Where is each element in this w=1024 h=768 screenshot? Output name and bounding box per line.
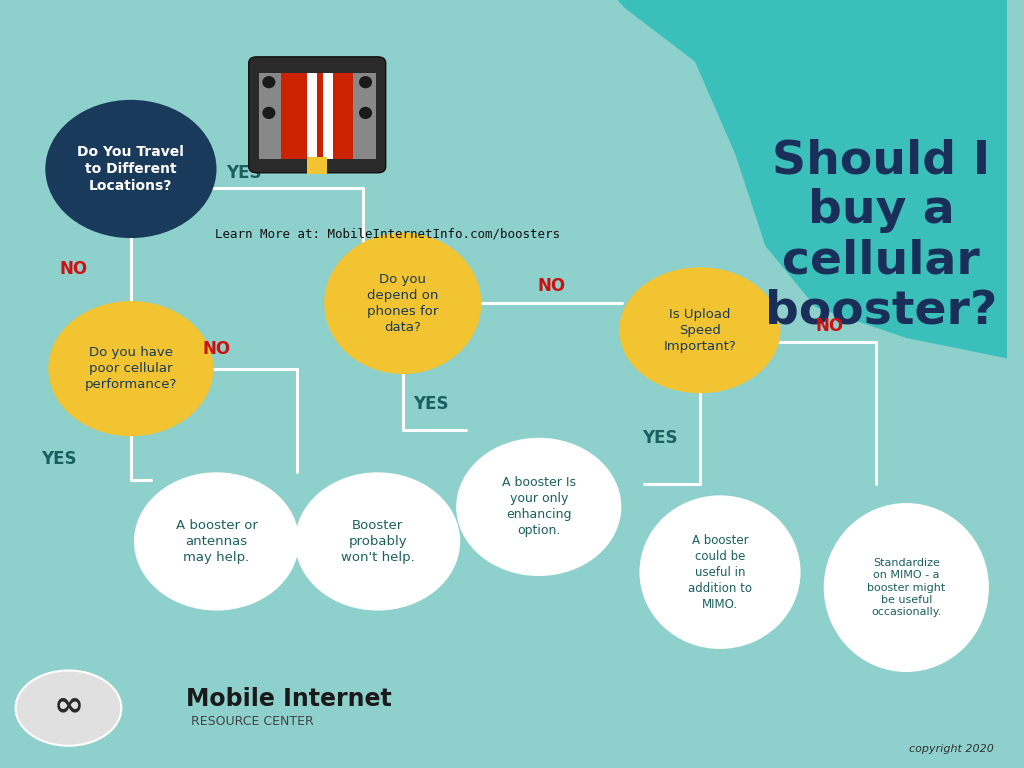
Text: NO: NO xyxy=(538,277,566,296)
Ellipse shape xyxy=(48,301,213,436)
Text: NO: NO xyxy=(816,317,844,336)
Ellipse shape xyxy=(823,503,989,672)
Text: ∞: ∞ xyxy=(53,688,84,722)
Ellipse shape xyxy=(262,76,275,88)
Text: Is Upload
Speed
Important?: Is Upload Speed Important? xyxy=(664,308,736,353)
Polygon shape xyxy=(604,0,1024,369)
Text: YES: YES xyxy=(226,164,261,182)
Text: Do you
depend on
phones for
data?: Do you depend on phones for data? xyxy=(368,273,438,334)
Ellipse shape xyxy=(134,472,299,611)
FancyBboxPatch shape xyxy=(324,73,334,159)
Text: Booster
probably
won't help.: Booster probably won't help. xyxy=(341,519,415,564)
Text: Standardize
on MIMO - a
booster might
be useful
occasionally.: Standardize on MIMO - a booster might be… xyxy=(867,558,945,617)
Text: A booster or
antennas
may help.: A booster or antennas may help. xyxy=(175,519,257,564)
Text: NO: NO xyxy=(203,340,230,359)
Ellipse shape xyxy=(262,107,275,119)
Text: YES: YES xyxy=(414,395,449,413)
Ellipse shape xyxy=(45,100,216,238)
Ellipse shape xyxy=(325,233,481,374)
Ellipse shape xyxy=(620,267,780,393)
FancyBboxPatch shape xyxy=(307,73,317,159)
Ellipse shape xyxy=(295,472,460,611)
Text: Should I
buy a
cellular
booster?: Should I buy a cellular booster? xyxy=(765,138,997,334)
FancyBboxPatch shape xyxy=(307,157,328,174)
Text: Mobile Internet: Mobile Internet xyxy=(186,687,392,711)
Text: Do you have
poor cellular
performance?: Do you have poor cellular performance? xyxy=(85,346,177,391)
Text: NO: NO xyxy=(59,260,88,278)
Ellipse shape xyxy=(359,107,372,119)
Text: YES: YES xyxy=(642,429,677,447)
FancyBboxPatch shape xyxy=(281,73,353,159)
Ellipse shape xyxy=(15,670,122,746)
Ellipse shape xyxy=(639,495,801,649)
FancyBboxPatch shape xyxy=(249,57,386,173)
Text: A booster Is
your only
enhancing
option.: A booster Is your only enhancing option. xyxy=(502,476,575,538)
Text: YES: YES xyxy=(41,450,76,468)
FancyBboxPatch shape xyxy=(259,73,281,159)
Text: copyright 2020: copyright 2020 xyxy=(909,743,994,754)
Text: A booster
could be
useful in
addition to
MIMO.: A booster could be useful in addition to… xyxy=(688,534,752,611)
Text: Do You Travel
to Different
Locations?: Do You Travel to Different Locations? xyxy=(78,144,184,194)
Ellipse shape xyxy=(456,438,622,576)
FancyBboxPatch shape xyxy=(353,73,376,159)
Text: RESOURCE CENTER: RESOURCE CENTER xyxy=(191,716,314,728)
Text: Learn More at: MobileInternetInfo.com/boosters: Learn More at: MobileInternetInfo.com/bo… xyxy=(215,228,560,240)
Ellipse shape xyxy=(359,76,372,88)
